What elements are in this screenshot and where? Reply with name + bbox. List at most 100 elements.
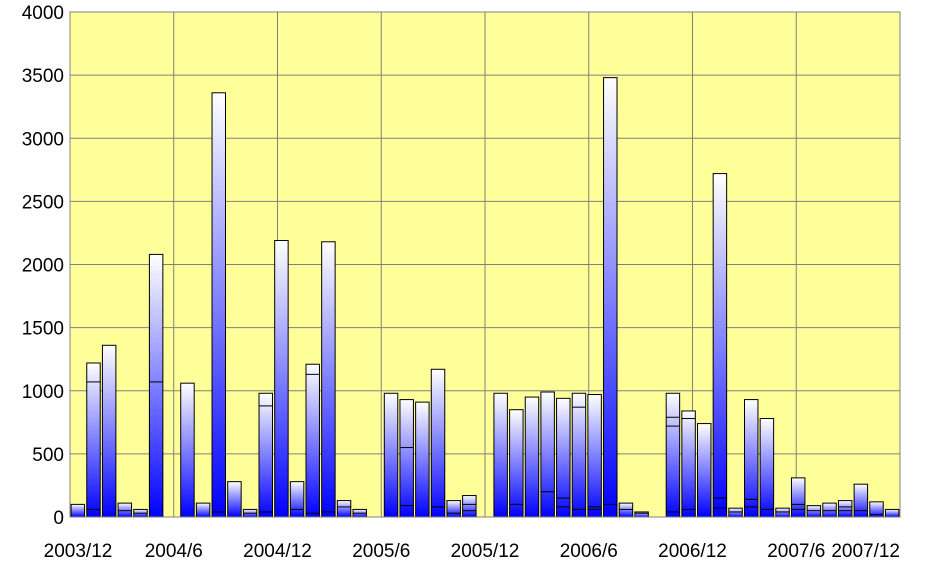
bar — [681, 410, 696, 518]
y-tick-label: 3000 — [22, 129, 64, 150]
bar — [133, 508, 148, 518]
bar — [352, 508, 367, 518]
bar — [242, 508, 258, 518]
bar-rect — [524, 396, 540, 518]
bar — [759, 418, 775, 518]
bar — [493, 392, 508, 518]
bar — [556, 397, 571, 518]
x-tick-label: 2003/12 — [44, 541, 113, 561]
bar — [634, 511, 649, 518]
bar — [227, 481, 242, 518]
bar-rect — [634, 511, 649, 518]
bar-rect — [399, 399, 414, 518]
x-tick-label: 2007/12 — [831, 541, 900, 561]
x-axis-ticks: 2003/12 2004/6 2004/12 2005/6 2005/12 2006/6 2… — [44, 541, 900, 562]
bar — [697, 423, 712, 518]
bar — [383, 392, 399, 518]
bar-rect — [603, 77, 618, 518]
plot-border — [69, 11, 901, 518]
bar-rect — [681, 410, 696, 518]
x-tick-label: 2004/12 — [243, 541, 312, 561]
bar-rect — [305, 363, 320, 518]
bar — [274, 240, 289, 518]
bar-rect — [446, 500, 461, 518]
x-tick-label: 2004/6 — [145, 541, 203, 561]
bar — [743, 399, 759, 518]
bar-rect — [509, 409, 524, 518]
bar — [148, 253, 164, 518]
bar-rect — [462, 495, 477, 518]
bar — [305, 363, 320, 518]
bar — [728, 507, 743, 518]
bar-rect — [148, 253, 164, 518]
bar — [884, 508, 900, 518]
bar-rect — [775, 507, 790, 518]
bar-rect — [430, 368, 446, 518]
bar — [415, 401, 430, 518]
bar-rect — [759, 418, 775, 518]
bar — [462, 495, 477, 518]
bar — [195, 502, 211, 518]
y-tick-label: 500 — [32, 445, 64, 466]
y-tick-label: 2500 — [22, 192, 64, 213]
bar-rect — [837, 500, 853, 518]
bar-rect — [258, 392, 273, 518]
bar — [211, 92, 227, 518]
bar — [853, 483, 869, 518]
bars — [70, 77, 900, 518]
bar — [524, 396, 540, 518]
bar-rect — [274, 240, 289, 518]
y-tick-label: 1000 — [22, 382, 64, 403]
bar — [587, 394, 602, 518]
y-tick-label: 0 — [53, 508, 64, 529]
bar-rect — [853, 483, 869, 518]
y-axis-ticks: 0 500 1000 1500 2000 2500 3000 3500 4000 — [22, 3, 64, 529]
bar-rect — [117, 502, 133, 518]
bar-rect — [227, 481, 242, 518]
bar-rect — [556, 397, 571, 518]
bar — [618, 502, 634, 518]
bar-rect — [493, 392, 508, 518]
bar-rect — [571, 392, 587, 518]
bar — [70, 503, 86, 518]
bar — [806, 505, 822, 518]
x-tick-label: 2007/6 — [767, 541, 825, 561]
y-tick-label: 3500 — [22, 66, 64, 87]
x-tick-label: 2006/12 — [658, 541, 727, 561]
bar — [822, 502, 837, 518]
bar-rect — [70, 503, 86, 518]
bar — [321, 241, 336, 518]
bar-rect — [195, 502, 211, 518]
bar — [603, 77, 618, 518]
x-tick-label: 2005/6 — [352, 541, 410, 561]
bar — [509, 409, 524, 518]
bar-rect — [289, 481, 305, 518]
bar-rect — [712, 173, 728, 518]
bar — [289, 481, 305, 518]
bar-rect — [415, 401, 430, 518]
bar-rect — [383, 392, 399, 518]
bar — [446, 500, 461, 518]
bar — [869, 501, 884, 518]
bar-rect — [728, 507, 743, 518]
bar-rect — [540, 391, 555, 518]
bar — [665, 392, 681, 518]
bar-rect — [587, 394, 602, 518]
bar-rect — [211, 92, 227, 518]
bar — [180, 382, 195, 518]
bar-rect — [336, 500, 352, 518]
bar-rect — [790, 477, 806, 518]
y-tick-label: 4000 — [22, 3, 64, 24]
bar — [101, 344, 117, 518]
bar — [117, 502, 133, 518]
bar — [336, 500, 352, 518]
bar — [712, 173, 728, 518]
bar-rect — [697, 423, 712, 518]
bar — [540, 391, 555, 518]
bar-rect — [822, 502, 837, 518]
bar-rect — [321, 241, 336, 518]
bar-rect — [884, 508, 900, 518]
x-tick-label: 2005/12 — [451, 541, 520, 561]
